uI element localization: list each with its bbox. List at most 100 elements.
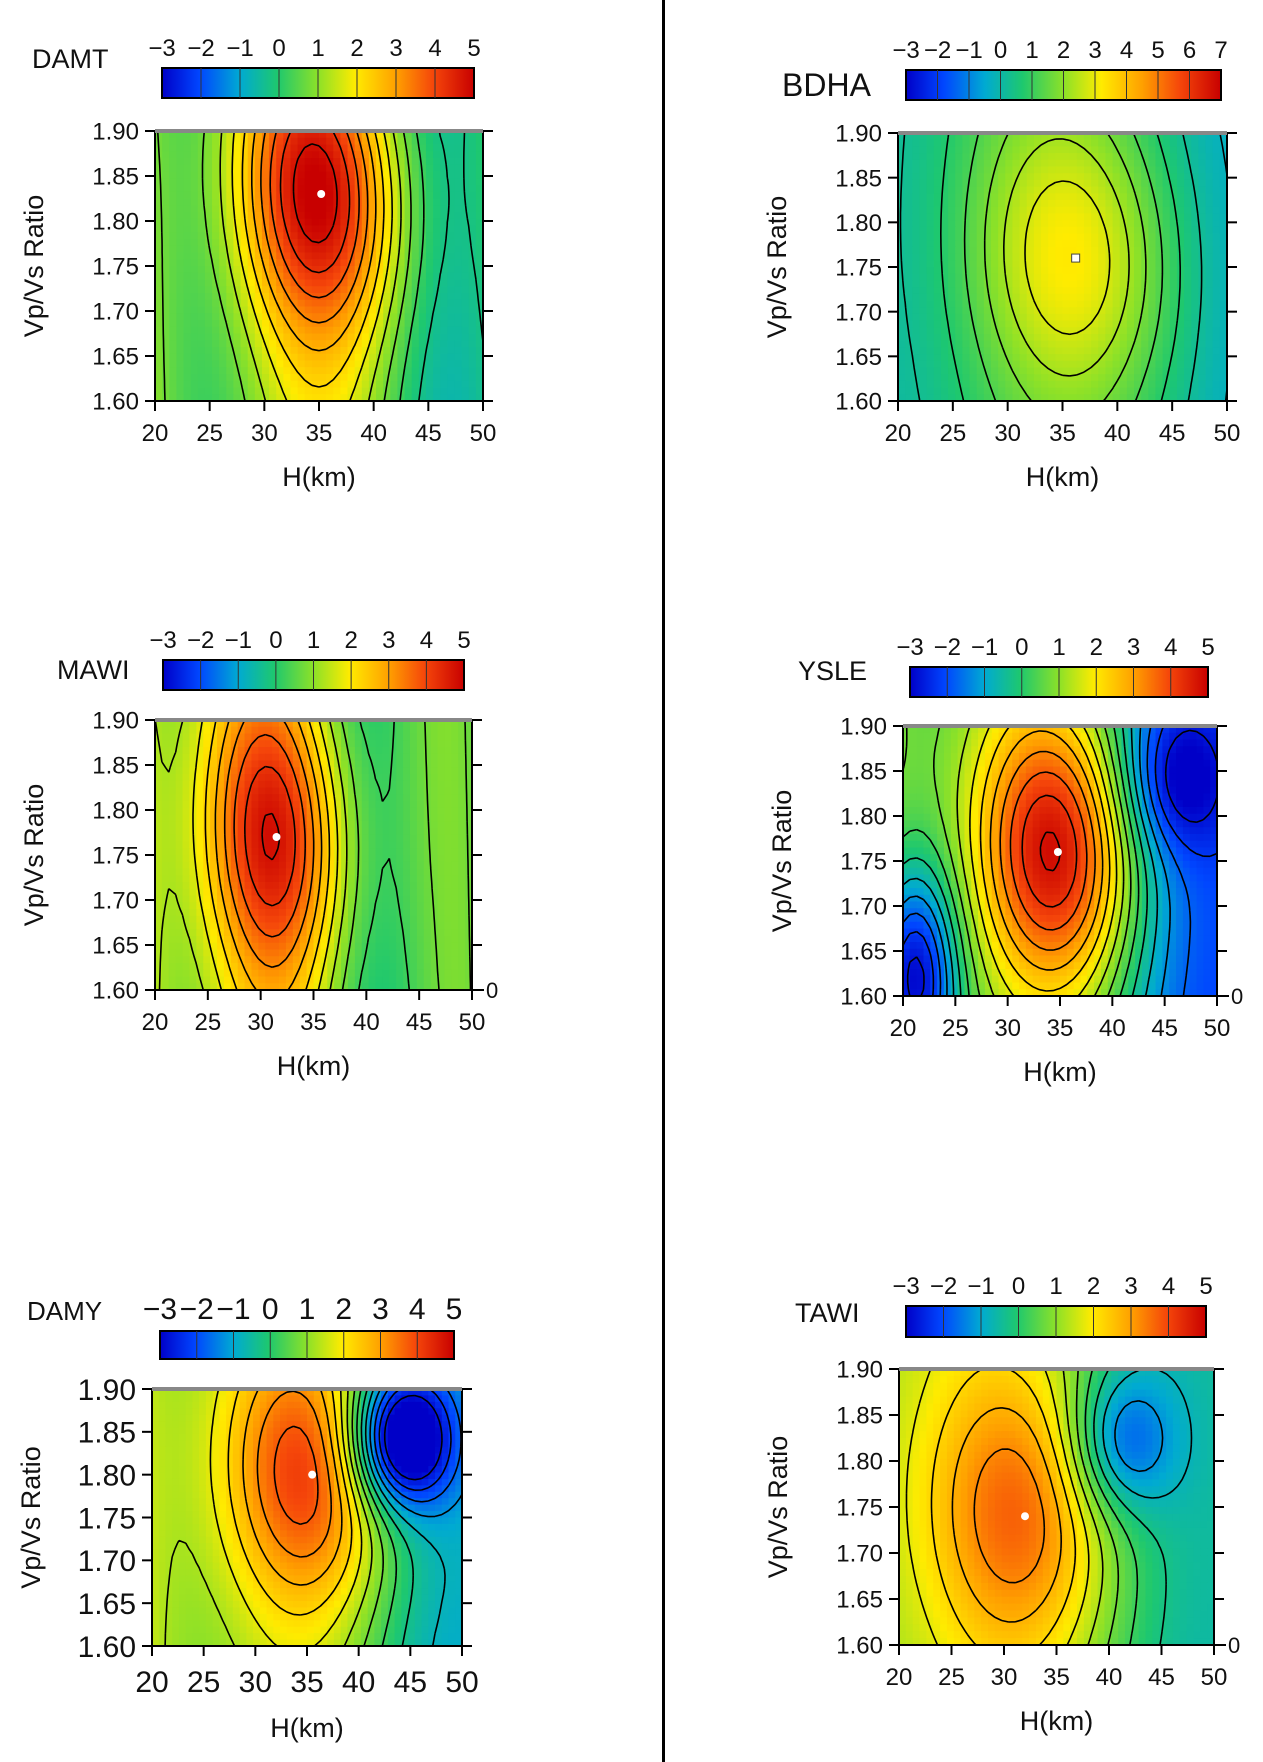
heatmap-cell — [347, 834, 356, 843]
heatmap-cell — [155, 875, 163, 883]
heatmap-cell — [304, 272, 313, 281]
heatmap-cell — [265, 747, 273, 755]
heatmap-cell — [162, 347, 170, 355]
heatmap-cell — [905, 193, 913, 201]
heatmap-cell — [898, 193, 906, 201]
heatmap-cell — [269, 380, 277, 389]
heatmap-cell — [919, 213, 928, 221]
heatmap-cell — [368, 740, 377, 748]
heatmap-cell — [247, 205, 256, 213]
heatmap-cell — [1198, 320, 1207, 328]
heatmap-cell — [905, 300, 913, 308]
heatmap-cell — [233, 333, 242, 341]
heatmap-cell — [272, 801, 280, 809]
heatmap-cell — [1162, 267, 1171, 275]
heatmap-cell — [1126, 220, 1135, 228]
heatmap-cell — [183, 158, 192, 166]
heatmap-cell — [1141, 260, 1149, 268]
heatmap-cell — [168, 834, 177, 843]
heatmap-cell — [1184, 334, 1192, 342]
heatmap-cell — [182, 814, 191, 822]
heatmap-cell — [368, 198, 377, 206]
heatmap-cell — [269, 198, 277, 206]
heatmap-cell — [1162, 133, 1171, 141]
heatmap-cell — [361, 212, 370, 220]
heatmap-cell — [311, 212, 320, 220]
heatmap-cell — [447, 212, 456, 220]
heatmap-cell — [258, 868, 266, 876]
heatmap-cell — [1198, 226, 1207, 235]
heatmap-cell — [396, 720, 404, 728]
heatmap-cell — [304, 367, 313, 375]
heatmap-cell — [1198, 173, 1207, 181]
heatmap-cell — [919, 146, 928, 154]
heatmap-cell — [1212, 193, 1221, 201]
heatmap-cell — [340, 245, 349, 254]
heatmap-cell — [1033, 240, 1042, 248]
heatmap-cell — [905, 354, 913, 362]
heatmap-cell — [962, 380, 971, 389]
heatmap-cell — [1176, 394, 1185, 401]
heatmap-cell — [1162, 179, 1171, 188]
heatmap-cell — [389, 780, 397, 789]
heatmap-cell — [926, 387, 935, 395]
heatmap-cell — [1026, 166, 1035, 174]
heatmap-cell — [1134, 273, 1142, 281]
heatmap-cell — [155, 780, 163, 789]
heatmap-cell — [898, 300, 906, 308]
heatmap-cell — [283, 259, 292, 267]
heatmap-cell — [340, 185, 349, 193]
heatmap-cell — [475, 374, 483, 382]
heatmap-cell — [433, 158, 441, 166]
heatmap-cell — [447, 299, 456, 308]
heatmap-cell — [1162, 354, 1171, 362]
heatmap-cell — [1019, 367, 1028, 375]
heatmap-cell — [155, 347, 163, 355]
heatmap-cell — [247, 144, 256, 152]
heatmap-cell — [1041, 146, 1049, 154]
heatmap-cell — [183, 171, 192, 179]
heatmap-cell — [990, 186, 999, 194]
heatmap-cell — [212, 178, 220, 186]
heatmap-cell — [983, 146, 992, 154]
heatmap-cell — [247, 333, 256, 341]
heatmap-cell — [1162, 273, 1171, 281]
heatmap-cell — [461, 185, 470, 193]
heatmap-cell — [333, 266, 341, 274]
heatmap-cell — [376, 212, 384, 220]
heatmap-cell — [418, 131, 427, 139]
heatmap-cell — [361, 807, 370, 816]
heatmap-cell — [254, 387, 263, 395]
heatmap-cell — [976, 153, 985, 161]
heatmap-cell — [183, 374, 192, 382]
heatmap-cell — [347, 313, 356, 321]
heatmap-cell — [203, 760, 211, 768]
heatmap-cell — [197, 259, 206, 267]
heatmap-cell — [962, 313, 971, 322]
heatmap-cell — [283, 191, 292, 200]
heatmap-cell — [190, 198, 199, 206]
heatmap-cell — [1041, 307, 1049, 315]
heatmap-cell — [416, 882, 425, 890]
heatmap-cell — [418, 353, 427, 362]
heatmap-cell — [390, 374, 399, 382]
heatmap-cell — [454, 232, 463, 240]
heatmap-cell — [969, 213, 978, 221]
heatmap-cell — [230, 740, 239, 748]
heatmap-cell — [212, 333, 220, 341]
heatmap-cell — [1098, 320, 1107, 328]
heatmap-cell — [912, 206, 921, 214]
heatmap-cell — [990, 367, 999, 375]
heatmap-cell — [919, 267, 928, 275]
heatmap-cell — [169, 218, 177, 227]
heatmap-cell — [176, 293, 185, 301]
heatmap-cell — [183, 225, 192, 233]
heatmap-cell — [433, 191, 441, 200]
heatmap-cell — [454, 374, 463, 382]
heatmap-cell — [416, 861, 425, 870]
heatmap-cell — [390, 252, 399, 260]
heatmap-cell — [1055, 166, 1064, 174]
heatmap-cell — [327, 841, 335, 849]
heatmap-cell — [403, 794, 411, 802]
heatmap-cell — [475, 239, 483, 247]
